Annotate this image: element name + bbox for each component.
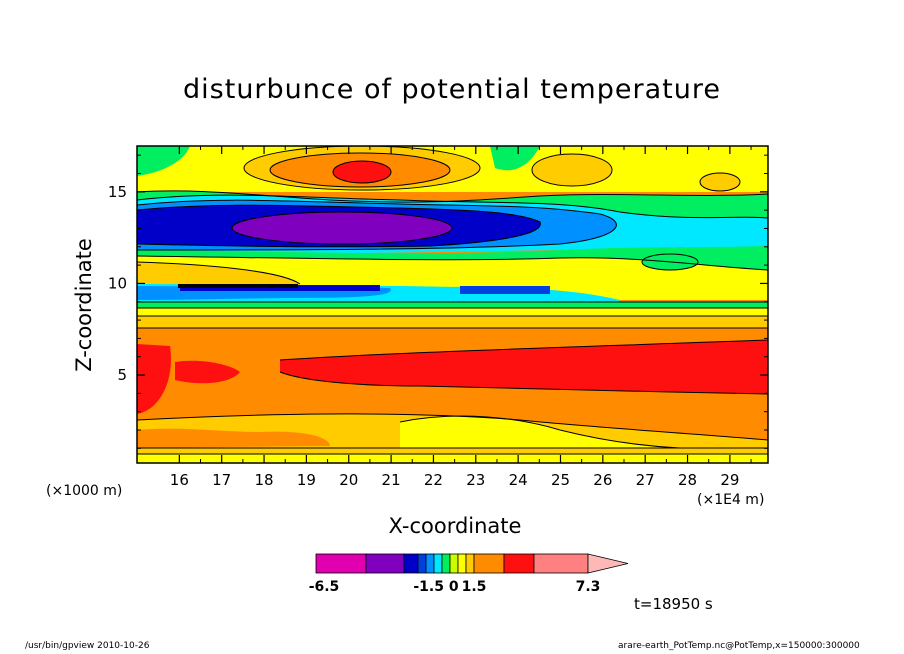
colorbar-segment bbox=[417, 553, 427, 574]
field-region-lorange-strip bbox=[137, 316, 768, 328]
colorbar-segment bbox=[533, 553, 589, 574]
colorbar-segment bbox=[473, 553, 505, 574]
colorbar-segment bbox=[441, 553, 451, 574]
field-region-yellow-strip bbox=[137, 308, 768, 316]
field-region-green-strip bbox=[137, 302, 768, 308]
field-region-top-right-orange-2 bbox=[700, 173, 740, 191]
colorbar-segment bbox=[315, 553, 367, 574]
field-region-bottom-yellow bbox=[400, 416, 680, 456]
plot-frame bbox=[136, 145, 769, 464]
colorbar-arrow bbox=[587, 553, 629, 574]
footer-left: /usr/bin/gpview 2010-10-26 bbox=[25, 641, 150, 651]
x-axis-label: X-coordinate bbox=[388, 514, 522, 538]
field-region-top-right-orange bbox=[532, 154, 612, 186]
colorbar-segment bbox=[403, 553, 419, 574]
x-axis-ticks: 16 17 18 19 20 21 22 23 24 25 26 27 28 29 bbox=[170, 146, 752, 489]
field-region-bottom-strip-2 bbox=[137, 454, 768, 463]
x-tick-label: 18 bbox=[255, 471, 274, 489]
x-tick-label: 20 bbox=[339, 471, 358, 489]
y-axis-ticks: 5 10 15 bbox=[108, 154, 768, 449]
x-axis-unit-right: (×1E4 m) bbox=[697, 492, 765, 508]
x-tick-label: 16 bbox=[170, 471, 189, 489]
x-tick-label: 21 bbox=[382, 471, 401, 489]
x-tick-label: 19 bbox=[297, 471, 316, 489]
y-tick-label: 10 bbox=[108, 274, 127, 292]
y-tick-label: 5 bbox=[117, 366, 127, 384]
plot-area bbox=[137, 146, 768, 463]
colorbar-segment bbox=[449, 553, 459, 574]
field-region-top-green-mid bbox=[490, 146, 540, 171]
x-tick-label: 25 bbox=[551, 471, 570, 489]
field-region-mid-orange bbox=[137, 262, 300, 290]
colorbar-segment bbox=[433, 553, 443, 574]
colorbar-segment bbox=[457, 553, 467, 574]
field-region-red-left-2 bbox=[175, 360, 240, 384]
colorbar-segment bbox=[465, 553, 475, 574]
y-tick-label: 15 bbox=[108, 183, 127, 201]
y-axis-label: Z-coordinate bbox=[72, 238, 96, 372]
x-tick-label: 17 bbox=[212, 471, 231, 489]
x-tick-label: 28 bbox=[678, 471, 697, 489]
field-region-purple bbox=[232, 212, 452, 244]
colorbar-segment bbox=[425, 553, 435, 574]
chart-title: disturbunce of potential temperature bbox=[183, 74, 721, 105]
contour-lines bbox=[137, 146, 768, 455]
colorbar-segment bbox=[503, 553, 535, 574]
x-tick-label: 22 bbox=[424, 471, 443, 489]
colorbar: -6.5 -1.5 0 1.5 7.3 bbox=[309, 553, 629, 595]
colorbar-segment bbox=[365, 553, 405, 574]
time-label: t=18950 s bbox=[634, 595, 713, 613]
x-tick-label: 23 bbox=[466, 471, 485, 489]
colorbar-label: -6.5 bbox=[309, 579, 340, 595]
footer-right: arare-earth_PotTemp.nc@PotTemp,x=150000:… bbox=[618, 641, 860, 651]
x-tick-label: 26 bbox=[593, 471, 612, 489]
colorbar-label: 7.3 bbox=[576, 579, 601, 595]
field-region-bottom-orange bbox=[137, 428, 330, 448]
field-region-top-red bbox=[333, 161, 391, 183]
colorbar-label: 1.5 bbox=[462, 579, 487, 595]
colorbar-label: -1.5 0 bbox=[413, 579, 458, 595]
x-axis-unit-left: (×1000 m) bbox=[46, 483, 123, 499]
field-region-top-green-left bbox=[137, 146, 190, 176]
x-tick-label: 27 bbox=[636, 471, 655, 489]
field-region-dark-strip-2 bbox=[460, 286, 550, 294]
field-region-black-strip bbox=[178, 284, 298, 288]
field-region-red-left bbox=[137, 344, 171, 414]
x-tick-label: 24 bbox=[509, 471, 528, 489]
x-tick-label: 29 bbox=[720, 471, 739, 489]
